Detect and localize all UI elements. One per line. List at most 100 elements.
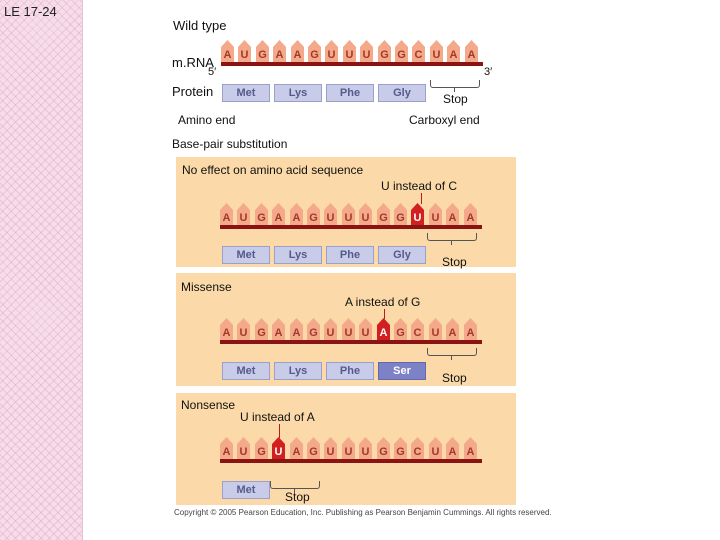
missense-amino-acid-met: Met [222,362,270,380]
five-prime-label: 5′ [208,66,217,78]
nonsense-base-label-14: A [448,446,457,458]
nonsense-nucleotide-9 [359,437,372,459]
wild-type-nucleotide-10 [378,40,391,62]
silent-nucleotide-3 [255,203,268,225]
wild-type-base-label-15: A [467,49,476,61]
missense-stop-codon-bracket [427,348,477,356]
nonsense-base-label-13: U [431,446,440,458]
stop-label-nonsense: Stop [285,490,310,504]
wild-type-base-label-7: U [327,49,336,61]
silent-base-label-10: G [379,212,388,224]
missense-base-label-3: G [257,327,266,339]
silent-base-label-5: A [292,212,301,224]
nonsense-amino-acid-met: Met [222,481,270,499]
mrna-label: m.RNA [172,55,214,70]
silent-nucleotide-7 [324,203,337,225]
missense-nucleotide-8 [342,318,355,340]
wild-type-nucleotide-4 [273,40,286,62]
wild-type-nucleotide-14 [447,40,460,62]
silent-nucleotide-11 [394,203,407,225]
nonsense-nucleotide-7 [324,437,337,459]
nonsense-base-label-11: G [396,446,405,458]
nonsense-stop-codon-bracket [270,481,320,489]
nonsense-base-label-9: U [361,446,370,458]
missense-nucleotide-4 [272,318,285,340]
wild-type-stop-label: Stop [443,92,468,106]
wild-type-base-label-11: G [397,49,406,61]
silent-base-label-13: U [431,212,440,224]
silent-nucleotide-2 [237,203,250,225]
wild-type-amino-acid-phe: Phe [326,84,374,102]
wild-type-base-label-3: G [258,49,267,61]
missense-nucleotide-2 [237,318,250,340]
missense-amino-acid-phe: Phe [326,362,374,380]
missense-nucleotide-13 [429,318,442,340]
nonsense-nucleotide-13 [429,437,442,459]
nonsense-backbone [220,459,482,463]
missense-amino-acid-ser: Ser [378,362,426,380]
wild-type-base-label-2: U [240,49,249,61]
mutation-pointer-nonsense [279,424,280,438]
wild-type-backbone [221,62,483,66]
wild-type-amino-acid-gly: Gly [378,84,426,102]
wild-type-nucleotide-6 [308,40,321,62]
wild-type-nucleotide-13 [430,40,443,62]
missense-base-label-12: C [413,327,422,339]
missense-base-label-5: A [292,327,301,339]
missense-base-label-1: A [222,327,231,339]
silent-amino-acid-met: Met [222,246,270,264]
protein-label: Protein [172,84,214,99]
silent-stop-codon-bracket [427,233,477,241]
nonsense-nucleotide-4 [272,437,285,459]
silent-base-label-3: G [257,212,266,224]
wild-type-nucleotide-5 [291,40,304,62]
wild-type-base-label-10: G [380,49,389,61]
silent-base-label-7: U [326,212,335,224]
wild-type-base-label-5: A [293,49,302,61]
missense-base-label-8: U [344,327,353,339]
missense-base-label-11: G [396,327,405,339]
silent-base-label-6: G [309,212,318,224]
silent-amino-acid-gly: Gly [378,246,426,264]
nonsense-base-label-8: U [344,446,353,458]
wild-type-base-label-13: U [432,49,441,61]
nonsense-nucleotide-14 [446,437,459,459]
silent-nucleotide-6 [307,203,320,225]
silent-nucleotide-9 [359,203,372,225]
missense-base-label-15: A [466,327,475,339]
wild-type-title: Wild type [173,18,227,33]
silent-nucleotide-8 [342,203,355,225]
wild-type-base-label-6: G [310,49,319,61]
nonsense-nucleotide-8 [342,437,355,459]
silent-base-label-8: U [344,212,353,224]
silent-base-label-4: A [274,212,283,224]
three-prime-label: 3′ [484,66,493,78]
nonsense-nucleotide-2 [237,437,250,459]
panel-title-nonsense: Nonsense [181,398,236,412]
nonsense-base-label-3: G [257,446,266,458]
silent-nucleotide-13 [429,203,442,225]
wild-type-nucleotide-9 [360,40,373,62]
nonsense-nucleotide-11 [394,437,407,459]
silent-base-label-11: G [396,212,405,224]
silent-base-label-12: U [413,212,422,224]
wild-type-nucleotide-15 [465,40,478,62]
wild-type-nucleotide-2 [238,40,251,62]
slide-label: LE 17-24 [4,4,57,19]
silent-nucleotide-15 [464,203,477,225]
wild-type-base-label-8: U [345,49,354,61]
nonsense-nucleotide-15 [464,437,477,459]
mutation-pointer-silent [421,193,422,204]
wild-type-base-label-4: A [275,49,284,61]
missense-base-label-6: G [309,327,318,339]
nonsense-stop-tick [294,488,295,493]
wild-type-nucleotide-1 [221,40,234,62]
silent-base-label-15: A [466,212,475,224]
wild-type-base-label-9: U [362,49,371,61]
nonsense-nucleotide-10 [377,437,390,459]
missense-nucleotide-14 [446,318,459,340]
